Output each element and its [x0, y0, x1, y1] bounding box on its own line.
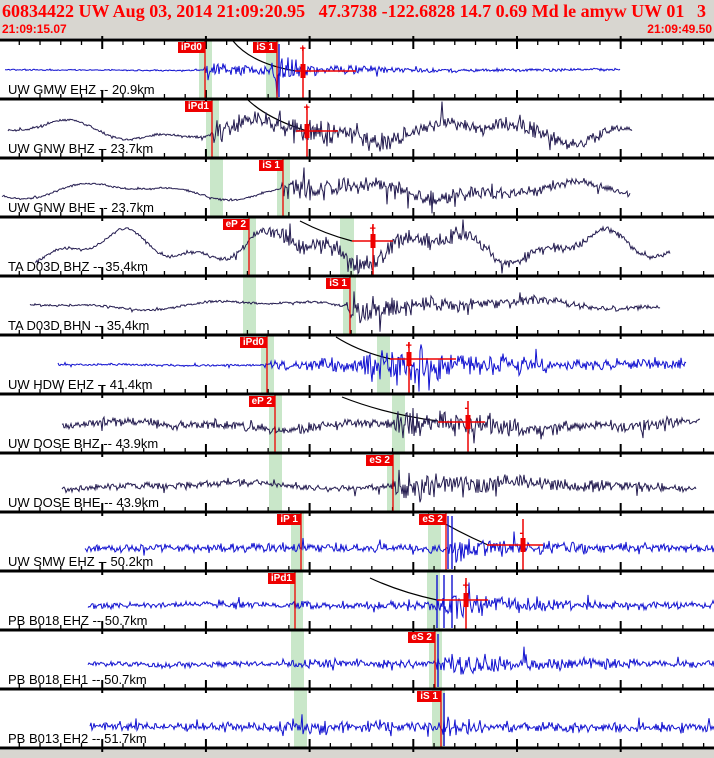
trace-station-label: UW SMW EHZ -- 50.2km: [8, 554, 154, 569]
trace-station-label: PB B013 EH2 -- 51.7km: [8, 731, 147, 746]
pick-quality-sign: +: [406, 340, 412, 352]
phase-pick-flag[interactable]: eP 2: [248, 396, 275, 407]
phase-pick-flag[interactable]: iS 1: [259, 160, 283, 171]
trace-station-label: PB B018 EHZ -- 50.7km: [8, 613, 148, 628]
phase-pick-flag[interactable]: eP 2: [222, 219, 249, 230]
pick-quality-sign: -: [520, 527, 524, 539]
pick-quality-sign: +: [300, 43, 306, 55]
phase-pick-flag[interactable]: iPd0: [239, 337, 267, 348]
phase-pick-flag[interactable]: iPd1: [267, 573, 295, 584]
phase-pick-flag[interactable]: iPd1: [184, 101, 212, 112]
bottom-strip: [0, 750, 714, 758]
phase-pick-flag[interactable]: eS 2: [419, 514, 446, 525]
trace-station-label: TA D03D BHN -- 35.4km: [8, 318, 150, 333]
pick-quality-sign: +: [370, 223, 376, 235]
trace-station-label: PB B018 EH1 -- 50.7km: [8, 672, 147, 687]
trace-station-label: UW GMW EHZ -- 20.9km: [8, 82, 155, 97]
phase-pick-flag[interactable]: iS 1: [417, 691, 441, 702]
pick-quality-sign: +: [304, 102, 310, 114]
trace-station-label: TA D03D BHZ -- 35.4km: [8, 259, 148, 274]
phase-pick-flag[interactable]: iS 1: [253, 42, 277, 53]
phase-pick-flag[interactable]: eS 2: [408, 632, 435, 643]
window-start-time: 21:09:15.07: [2, 22, 67, 36]
window-end-time: 21:09:49.50: [647, 22, 712, 36]
phase-pick-flag[interactable]: iS 1: [326, 278, 350, 289]
event-header: 60834422 UW Aug 03, 2014 21:09:20.95 47.…: [0, 0, 714, 38]
phase-pick-flag[interactable]: iP 1: [277, 514, 301, 525]
trace-station-label: UW GNW BHE -- 23.7km: [8, 200, 154, 215]
event-summary-text: 60834422 UW Aug 03, 2014 21:09:20.95 47.…: [2, 1, 685, 21]
trace-station-label: UW GNW BHZ -- 23.7km: [8, 141, 154, 156]
phase-pick-flag[interactable]: iPd0: [177, 42, 205, 53]
trace-station-label: UW HDW EHZ -- 41.4km: [8, 377, 153, 392]
phase-pick-flag[interactable]: eS 2: [366, 455, 393, 466]
trace-station-label: UW DOSE BHZ -- 43.9km: [8, 436, 159, 451]
trace-station-label: UW DOSE BHE -- 43.9km: [8, 495, 159, 510]
pick-quality-sign: +: [463, 580, 469, 592]
pick-quality-sign: -: [465, 402, 469, 414]
event-count: 3: [697, 1, 706, 21]
